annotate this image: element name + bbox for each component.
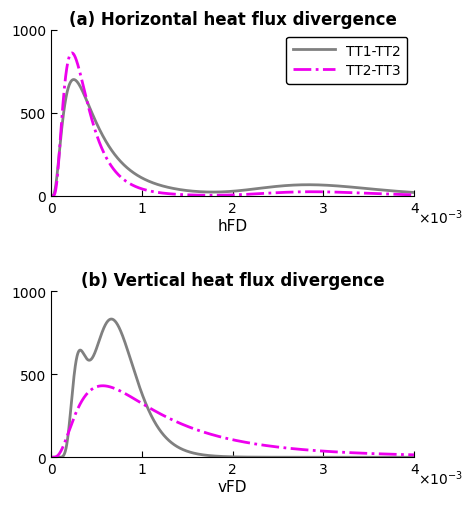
TT1-TT2 (67, 82, 73, 88)
TT2-TT3 (401, 451, 407, 458)
TT1-TT2 (67, 418, 73, 424)
TT1-TT2 (215, 189, 221, 195)
TT2-TT3 (100, 383, 106, 389)
TT2-TT3 (215, 193, 221, 199)
TT1-TT2 (48, 454, 54, 461)
X-axis label: hFD: hFD (218, 218, 248, 233)
TT2-TT3 (334, 190, 340, 196)
TT2-TT3 (48, 193, 54, 199)
TT2-TT3 (215, 433, 221, 439)
TT1-TT2 (215, 453, 221, 460)
TT1-TT2 (334, 183, 340, 189)
Line: TT1-TT2: TT1-TT2 (51, 319, 414, 458)
TT2-TT3 (67, 426, 73, 432)
TT1-TT2 (401, 454, 407, 461)
TT1-TT2 (225, 454, 231, 460)
TT1-TT2 (48, 193, 54, 199)
TT1-TT2 (334, 454, 340, 461)
Line: TT2-TT3: TT2-TT3 (51, 386, 414, 458)
TT2-TT3 (411, 192, 417, 198)
Legend: TT1-TT2, TT2-TT3: TT1-TT2, TT2-TT3 (286, 37, 407, 85)
TT2-TT3 (334, 449, 340, 455)
TT2-TT3 (67, 54, 73, 60)
TT2-TT3 (401, 451, 407, 458)
Line: TT1-TT2: TT1-TT2 (51, 80, 414, 196)
Title: (a) Horizontal heat flux divergence: (a) Horizontal heat flux divergence (69, 11, 397, 29)
TT2-TT3 (48, 454, 54, 461)
Line: TT2-TT3: TT2-TT3 (51, 54, 414, 196)
TT2-TT3 (401, 192, 407, 198)
TT1-TT2 (71, 77, 76, 83)
Title: (b) Vertical heat flux divergence: (b) Vertical heat flux divergence (81, 272, 384, 290)
TT2-TT3 (411, 452, 417, 458)
TT1-TT2 (401, 189, 407, 195)
TT1-TT2 (401, 189, 407, 195)
TT1-TT2 (411, 190, 417, 196)
TT2-TT3 (401, 192, 407, 198)
TT2-TT3 (225, 192, 231, 198)
Text: $\times10^{-3}$: $\times10^{-3}$ (418, 208, 463, 227)
TT1-TT2 (109, 316, 114, 322)
X-axis label: vFD: vFD (218, 479, 247, 494)
TT1-TT2 (411, 454, 417, 461)
Text: $\times10^{-3}$: $\times10^{-3}$ (418, 469, 463, 487)
TT2-TT3 (225, 436, 231, 442)
TT2-TT3 (69, 51, 75, 57)
TT1-TT2 (225, 189, 231, 195)
TT1-TT2 (401, 454, 407, 461)
